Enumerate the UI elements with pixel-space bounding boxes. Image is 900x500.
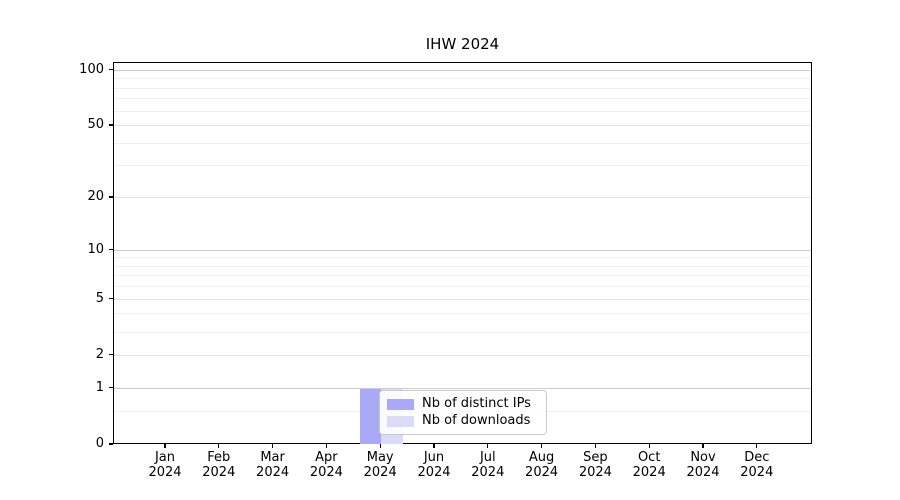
x-axis-tick (702, 444, 704, 448)
legend-row-distinct-ips: Nb of distinct IPs (387, 397, 537, 411)
y-tick-label: 0 (95, 436, 104, 451)
x-axis-tick (648, 444, 650, 448)
x-axis-tick (487, 444, 489, 448)
y-tick-label: 20 (87, 189, 104, 205)
x-axis-tick (541, 444, 543, 448)
gridline-minor (114, 275, 811, 277)
x-tick-label: Nov 2024 (686, 450, 720, 480)
legend: Nb of distinct IPs Nb of downloads (379, 390, 547, 435)
gridline-minor (114, 110, 811, 112)
gridline-labeled (114, 354, 811, 356)
y-tick-label: 2 (95, 346, 104, 362)
gridline-minor (114, 87, 811, 89)
y-tick-label: 10 (87, 241, 104, 257)
legend-swatch-downloads (387, 415, 414, 427)
x-axis-tick (272, 444, 274, 448)
x-tick-label: May 2024 (363, 450, 397, 480)
gridline-minor (114, 142, 811, 144)
x-axis-tick (594, 444, 596, 448)
y-axis-tick (109, 124, 113, 126)
y-axis-tick (109, 298, 113, 300)
gridline-labeled (114, 197, 811, 199)
gridline-major (114, 69, 811, 71)
x-tick-label: Oct 2024 (632, 450, 666, 480)
x-axis-tick (433, 444, 435, 448)
y-tick-label: 1 (95, 379, 104, 395)
y-axis-tick (109, 69, 113, 71)
legend-label-downloads: Nb of downloads (422, 413, 531, 428)
gridline-minor (114, 313, 811, 315)
gridline-labeled (114, 125, 811, 127)
gridline-minor (114, 331, 811, 333)
legend-row-downloads: Nb of downloads (387, 414, 537, 428)
x-tick-label: Jun 2024 (417, 450, 451, 480)
bar-distinct-ips (359, 388, 382, 444)
y-axis-tick (109, 196, 113, 198)
y-axis-tick (109, 248, 113, 251)
gridline-minor (114, 98, 811, 100)
x-tick-label: Jul 2024 (471, 450, 505, 480)
gridline-major (114, 387, 811, 389)
legend-swatch-distinct-ips (387, 398, 414, 410)
gridline-minor (114, 286, 811, 288)
y-axis-tick (109, 443, 113, 445)
gridline-minor (114, 78, 811, 80)
x-tick-label: Aug 2024 (525, 450, 559, 480)
x-tick-label: Feb 2024 (202, 450, 236, 480)
chart-title: IHW 2024 (425, 35, 500, 53)
plot-area (113, 62, 812, 444)
y-tick-label: 50 (87, 117, 104, 133)
y-tick-label: 5 (95, 290, 104, 306)
y-axis-tick (109, 354, 113, 356)
gridline-labeled (114, 298, 811, 300)
gridline-major (114, 249, 811, 251)
y-tick-label: 100 (79, 61, 104, 77)
gridline-minor (114, 265, 811, 267)
x-axis-tick (379, 444, 381, 448)
gridline-minor (114, 165, 811, 167)
x-axis-tick (325, 444, 327, 448)
x-tick-label: Jan 2024 (148, 450, 182, 480)
x-tick-label: Dec 2024 (740, 450, 774, 480)
y-axis-tick (109, 387, 113, 389)
x-tick-label: Sep 2024 (578, 450, 612, 480)
x-axis-tick (164, 444, 166, 448)
x-tick-label: Apr 2024 (309, 450, 343, 480)
gridline-minor (114, 257, 811, 259)
x-tick-label: Mar 2024 (256, 450, 290, 480)
legend-label-distinct-ips: Nb of distinct IPs (422, 396, 531, 411)
x-axis-tick (756, 444, 758, 448)
x-axis-tick (218, 444, 220, 448)
